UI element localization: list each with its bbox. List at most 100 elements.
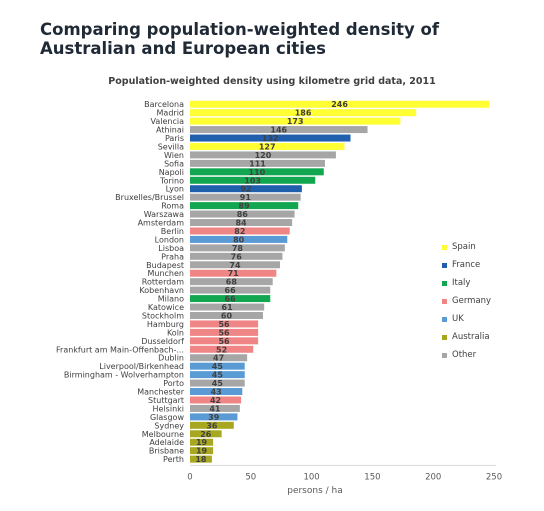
category-label: Sofia xyxy=(164,159,184,168)
legend-label: Other xyxy=(452,350,477,360)
data-label: 173 xyxy=(287,117,304,126)
category-label: Melbourne xyxy=(142,430,184,439)
category-label: Manchester xyxy=(137,388,184,397)
data-label: 52 xyxy=(216,345,227,354)
bar xyxy=(190,430,222,438)
category-label: Glasgow xyxy=(150,413,184,422)
category-label: Wien xyxy=(164,151,184,160)
legend-swatch xyxy=(442,352,447,358)
bar xyxy=(190,438,214,446)
bar xyxy=(190,252,283,260)
legend-swatch xyxy=(442,280,447,286)
page-title: Comparing population-weighted density of… xyxy=(40,20,440,58)
category-label: Praha xyxy=(161,252,184,261)
data-label: 103 xyxy=(244,176,261,185)
legend-item: Spain xyxy=(442,238,542,256)
bar xyxy=(190,337,259,345)
bar xyxy=(190,142,345,150)
data-label: 47 xyxy=(213,354,224,363)
data-label: 19 xyxy=(196,447,208,456)
x-tick-label: 100 xyxy=(303,472,319,482)
category-label: Sydney xyxy=(154,421,184,430)
bar xyxy=(190,134,351,142)
legend-swatch xyxy=(442,298,447,304)
x-axis-label: persons / ha xyxy=(287,486,343,496)
bar xyxy=(190,227,290,235)
category-label: Amsterdam xyxy=(138,219,185,228)
legend-item: Italy xyxy=(442,274,542,292)
data-label: 60 xyxy=(221,311,233,320)
category-label: Rotterdam xyxy=(142,278,184,287)
bar xyxy=(190,235,288,243)
category-label: Roma xyxy=(161,202,184,211)
bar xyxy=(190,210,295,218)
data-label: 26 xyxy=(200,430,212,439)
category-label: Lyon xyxy=(166,185,184,194)
bar xyxy=(190,447,214,455)
bar xyxy=(190,320,259,328)
category-label: Sevilla xyxy=(158,142,184,151)
chart-title: Population-weighted density using kilome… xyxy=(108,76,436,87)
category-label: Budapest xyxy=(146,261,184,270)
bar xyxy=(190,244,285,252)
data-label: 19 xyxy=(196,438,208,447)
data-label: 43 xyxy=(211,388,222,397)
data-label: 186 xyxy=(295,109,312,118)
category-label: Koln xyxy=(167,328,184,337)
data-label: 91 xyxy=(240,193,252,202)
data-label: 56 xyxy=(218,337,230,346)
bar xyxy=(190,151,336,159)
category-label: Berlin xyxy=(161,227,184,236)
bar xyxy=(190,345,254,353)
bar xyxy=(190,126,368,134)
bar xyxy=(190,388,243,396)
bar xyxy=(190,404,240,412)
legend-label: Germany xyxy=(452,296,492,306)
data-label: 84 xyxy=(235,219,247,228)
bar xyxy=(190,286,271,294)
bar xyxy=(190,303,265,311)
category-label: Dusseldorf xyxy=(141,337,184,346)
data-label: 66 xyxy=(225,295,237,304)
legend-swatch xyxy=(442,244,447,250)
category-label: Paris xyxy=(165,134,184,143)
category-label: Frankfurt am Main-Offenbach-... xyxy=(56,345,184,354)
data-label: 68 xyxy=(226,278,238,287)
bar xyxy=(190,455,212,463)
data-label: 82 xyxy=(234,227,245,236)
data-label: 78 xyxy=(232,244,244,253)
x-tick-label: 200 xyxy=(425,472,441,482)
bar xyxy=(190,168,324,176)
legend: Spain France Italy Germany UK Australia Other xyxy=(442,238,542,364)
bar xyxy=(190,413,238,421)
category-label: Hamburg xyxy=(147,320,184,329)
x-tick-label: 50 xyxy=(245,472,256,482)
legend-item: UK xyxy=(442,310,542,328)
data-label: 80 xyxy=(233,235,245,244)
data-label: 45 xyxy=(212,371,224,380)
category-label: Lisboa xyxy=(158,244,184,253)
bar xyxy=(190,202,299,210)
data-label: 36 xyxy=(206,421,218,430)
data-label: 61 xyxy=(222,303,234,312)
x-tick-label: 150 xyxy=(364,472,380,482)
category-label: Valencia xyxy=(151,117,185,126)
bar xyxy=(190,109,417,117)
data-label: 110 xyxy=(249,168,266,177)
data-label: 127 xyxy=(259,142,276,151)
bar xyxy=(190,100,490,108)
legend-label: Italy xyxy=(452,278,471,288)
data-label: 66 xyxy=(225,286,237,295)
category-label: Katowice xyxy=(148,303,184,312)
x-tick-label: 250 xyxy=(486,472,502,482)
bar xyxy=(190,278,273,286)
data-label: 18 xyxy=(195,455,207,464)
data-label: 71 xyxy=(228,269,240,278)
bar xyxy=(190,261,280,269)
data-label: 132 xyxy=(262,134,279,143)
bar xyxy=(190,193,301,201)
bar xyxy=(190,421,234,429)
legend-label: France xyxy=(452,260,481,270)
category-label: Warszawa xyxy=(144,210,184,219)
bar xyxy=(190,362,245,370)
